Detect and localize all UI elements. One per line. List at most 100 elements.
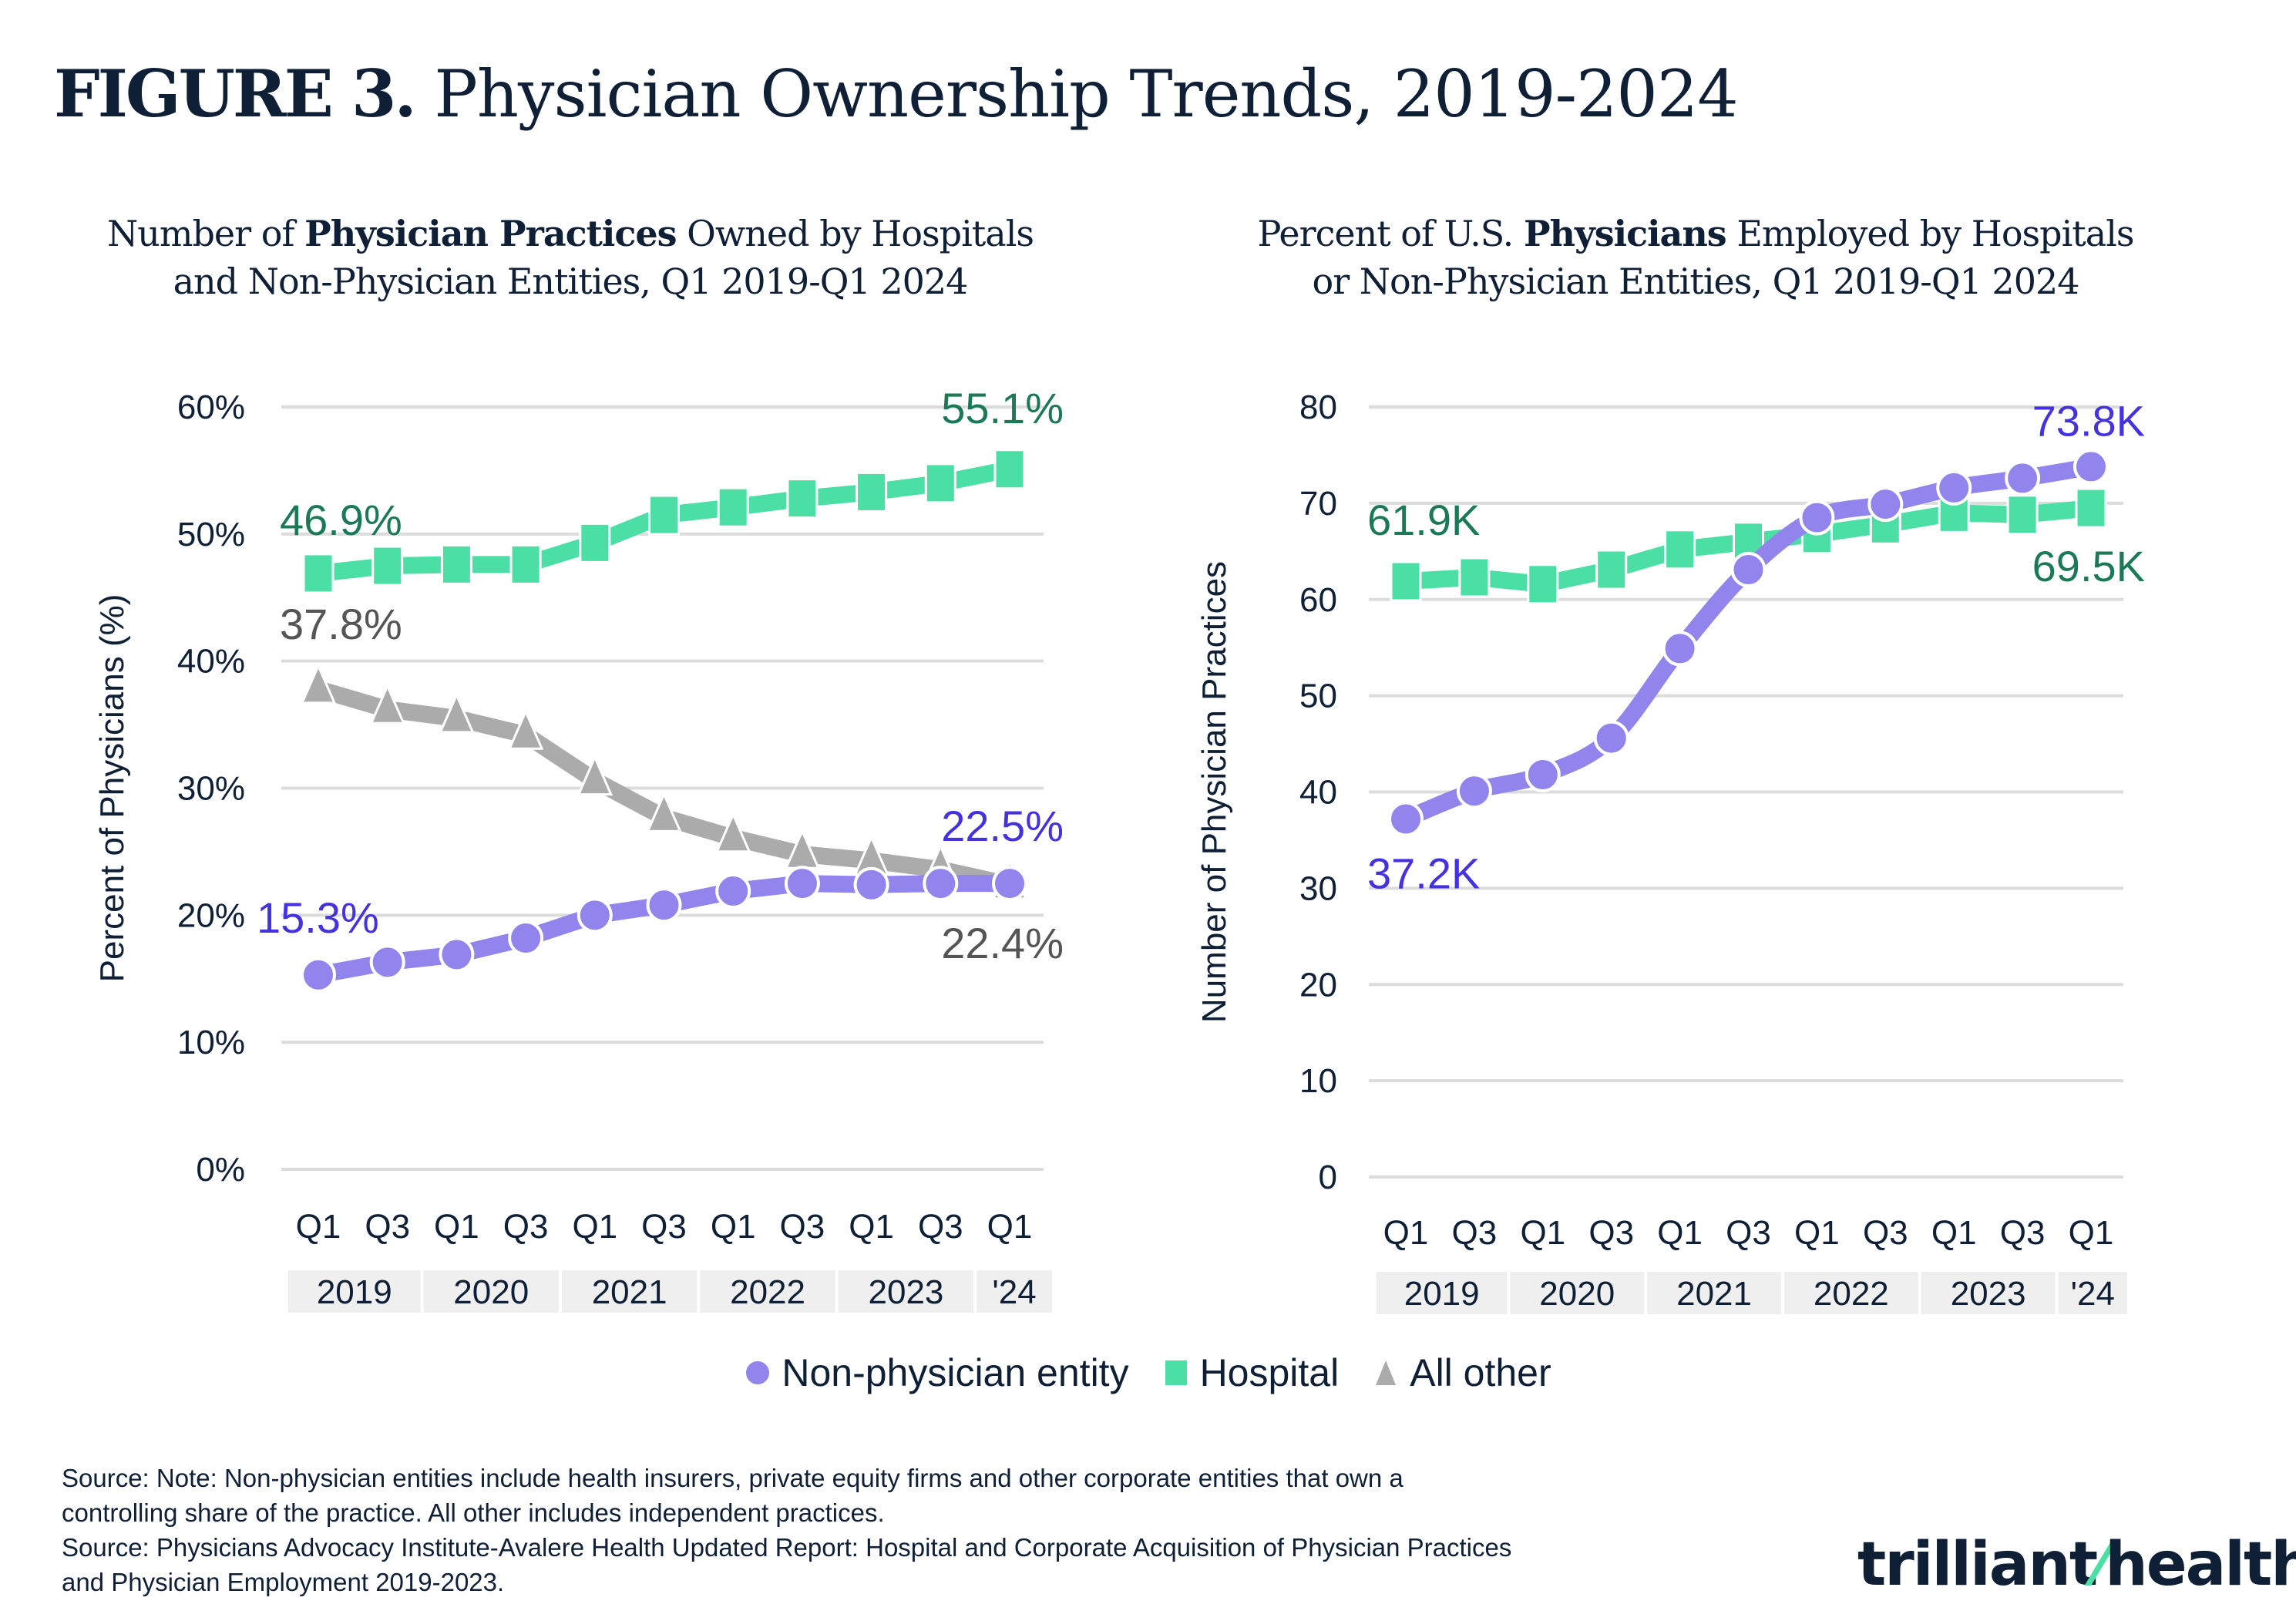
data-point-hospital [1664,529,1696,570]
year-band [561,1270,698,1313]
y-tick-label: 40 [1299,774,1337,812]
data-point-hospital [371,545,404,587]
x-tick-label: Q3 [365,1208,410,1246]
y-tick-label: 10 [1299,1062,1337,1100]
data-point-hospital [1527,563,1559,605]
data-point-hospital [579,522,611,563]
data-point-non_physician [1525,757,1561,793]
data-point-non_physician [439,937,475,973]
x-tick-label: Q3 [1588,1214,1634,1252]
data-point-non_physician [1730,552,1767,588]
year-label: '24 [992,1273,1036,1311]
year-band [1783,1272,1918,1314]
right-chart-title: Percent of U.S. Physicians Employed by H… [1195,210,2197,305]
y-tick-label: 60 [1299,581,1337,619]
year-band [1377,1272,1508,1314]
data-point-all_other [507,708,544,750]
year-label: '24 [2071,1275,2115,1313]
legend-item-all_other: All other [1373,1350,1551,1395]
year-label: 2019 [317,1273,392,1311]
data-point-non_physician [784,866,820,902]
data-label: 22.5% [941,802,1064,850]
y-tick-label: 0% [196,1151,245,1189]
data-point-non_physician [1936,469,1972,506]
data-point-all_other [439,692,475,734]
data-point-non_physician [715,873,751,910]
data-point-non_physician [1662,631,1698,667]
left-chart: 0% 10% 20% 30% 40% 50% 60% Percent of Physician… [93,384,1064,1313]
right-title-part-3: Employed by Hospitals [1726,213,2134,254]
left-title-line-2: and Non-Physician Entities, Q1 2019-Q1 2… [173,261,969,302]
right-chart: 0 10 20 30 40 50 60 70 80 Number of Physician Pra… [1195,388,2145,1314]
x-tick-label: Q3 [918,1208,963,1246]
data-label: 15.3% [257,893,379,942]
data-point-all_other [300,663,337,705]
data-point-non_physician [646,887,682,923]
data-label: 55.1% [941,384,1064,432]
y-axis-label: Percent of Physicians (%) [93,594,131,983]
legend-label: All other [1410,1351,1551,1394]
data-label: 37.8% [280,600,402,648]
x-tick-label: Q3 [1726,1214,1771,1252]
year-band [1921,1272,2056,1314]
data-label: 46.9% [280,496,402,544]
data-point-non_physician [923,866,959,902]
legend-circle-icon [746,1361,770,1384]
left-title-part-1: Number of [106,213,305,254]
data-point-non_physician [1456,773,1492,809]
right-title-part-1: Percent of U.S. [1257,213,1524,254]
x-tick-label: Q1 [296,1208,341,1246]
data-label: 73.8K [2032,396,2145,445]
data-point-non_physician [577,897,613,933]
year-band [2058,1272,2127,1314]
x-tick-label: Q3 [641,1208,687,1246]
triangle-marker-icon [1376,1360,1397,1385]
x-tick-label: Q1 [1383,1214,1429,1252]
year-label: 2023 [1951,1275,2026,1313]
data-point-all_other [714,812,751,853]
data-point-hospital [924,462,956,504]
data-point-non_physician [1799,499,1835,536]
source-line: Source: Physicians Advocacy Institute-Av… [62,1533,1512,1562]
data-point-hospital [1458,557,1491,598]
year-label: 2022 [730,1273,805,1311]
year-band [838,1270,974,1313]
y-tick-label: 20 [1299,966,1337,1004]
figure-title-text: Physician Ownership Trends, 2019-2024 [434,56,1738,132]
y-tick-label: 10% [177,1024,245,1061]
x-tick-label: Q1 [987,1208,1033,1246]
note-line: controlling share of the practice. All o… [62,1498,885,1527]
source-line: and Physician Employment 2019-2023. [62,1568,505,1596]
left-chart-title: Number of Physician Practices Owned by H… [92,210,1048,305]
data-point-non_physician [992,866,1027,902]
x-tick-label: Q1 [1931,1214,1977,1252]
legend-triangle-icon [1376,1360,1397,1385]
data-point-hospital [1390,560,1422,602]
data-label: 61.9K [1367,496,1480,544]
square-marker-icon [1165,1360,1187,1385]
y-tick-label: 70 [1299,485,1337,523]
data-point-hospital [717,486,749,528]
x-tick-label: Q3 [1452,1214,1498,1252]
data-point-all_other [646,791,682,832]
data-point-hospital [786,478,819,520]
data-point-non_physician [508,920,544,957]
year-label: 2020 [453,1273,529,1311]
data-point-non_physician [369,944,405,980]
data-label: 22.4% [941,919,1064,967]
year-band [1647,1272,1781,1314]
year-band [1510,1272,1645,1314]
year-label: 2020 [1539,1275,1615,1313]
data-point-hospital [993,449,1026,490]
x-tick-label: Q3 [1863,1214,1908,1252]
logo-swoosh-icon: ⁄ [2096,1530,2106,1599]
y-tick-label: 50 [1299,678,1337,715]
x-tick-label: Q1 [572,1208,617,1246]
data-point-hospital [509,543,542,585]
left-title-bold: Physician Practices [304,213,677,254]
right-title-bold: Physicians [1523,213,1727,254]
y-tick-label: 20% [177,896,245,934]
data-label: 37.2K [1367,849,1480,897]
x-tick-label: Q1 [1794,1214,1840,1252]
